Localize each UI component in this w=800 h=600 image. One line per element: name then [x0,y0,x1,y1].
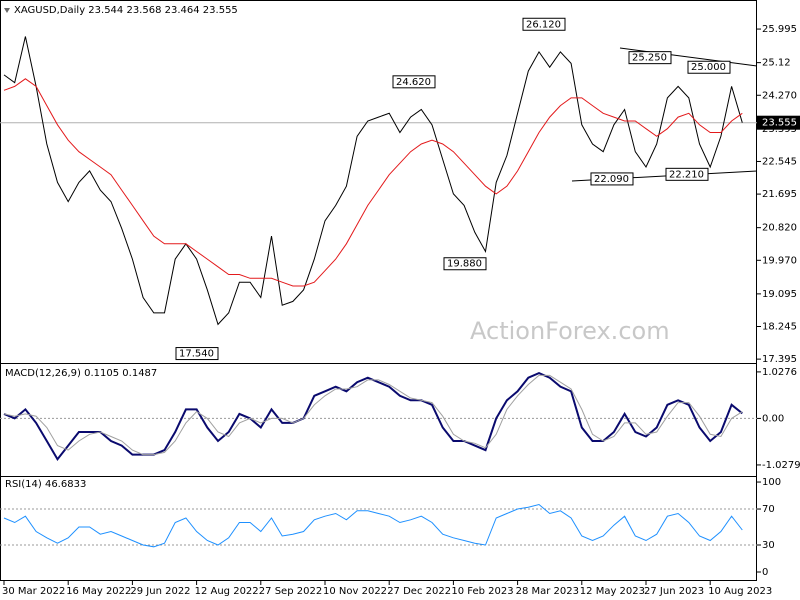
macd-title: MACD(12,26,9) 0.1105 0.1487 [5,368,157,379]
price-annotation: 22.090 [594,174,629,185]
price-annotation: 19.880 [447,259,482,270]
price-annotation-box [590,172,634,186]
symbol-icon [4,8,10,13]
y-tick-label: 25.995 [762,24,797,35]
trendline [619,47,758,67]
series-line [3,374,743,456]
y-tick-label: 70 [762,504,775,515]
price-annotation: 26.120 [526,19,561,30]
x-tick-label: 12 Aug 2022 [195,586,259,597]
x-tick-label: 30 Mar 2022 [2,586,65,597]
price-annotation-box [175,347,219,361]
frame [0,0,757,581]
y-tick-label: 1.0276 [762,367,797,378]
y-tick-label: 0.00 [762,413,784,424]
x-tick-label: 27 Jun 2023 [644,586,704,597]
series-line [3,372,743,461]
x-tick-label: 10 Nov 2022 [323,586,387,597]
y-tick-label: 22.545 [762,156,797,167]
y-tick-label: 18.245 [762,321,797,332]
y-tick-label: 20.820 [762,223,797,234]
series-line [3,78,743,287]
y-tick-label: 0 [762,567,768,578]
rsi-title: RSI(14) 46.6833 [5,479,86,490]
y-tick-label: 19.970 [762,255,797,266]
x-tick-label: 27 Dec 2022 [387,586,451,597]
y-tick-label: 25.12 [762,58,791,69]
x-tick-label: 10 Feb 2023 [451,586,513,597]
price-annotation: 25.250 [632,53,667,64]
price-annotation-box [687,60,731,74]
price-annotation-box [665,167,709,181]
price-annotation-box [392,75,436,89]
x-tick-label: 16 May 2022 [66,586,131,597]
last-price-box [757,115,800,130]
price-annotation: 25.000 [691,62,726,73]
x-tick-label: 27 Sep 2022 [259,586,322,597]
y-tick-label: 19.095 [762,289,797,300]
price-annotation: 22.210 [669,169,704,180]
x-tick-label: 29 Jun 2022 [130,586,190,597]
last-price-label: 23.555 [762,118,797,129]
price-annotation: 24.620 [396,77,431,88]
x-tick-label: 28 Mar 2023 [516,586,579,597]
y-tick-label: 30 [762,540,775,551]
x-tick-label: 12 May 2023 [580,586,645,597]
price-annotation-box [443,257,487,271]
y-tick-label: 21.695 [762,189,797,200]
watermark: ActionForex.com [470,317,670,345]
x-tick-label: 10 Aug 2023 [708,586,772,597]
chart-title: XAGUSD,Daily 23.544 23.568 23.464 23.555 [14,5,238,16]
y-tick-label: 100 [762,477,781,488]
series-line [3,503,743,548]
price-annotation: 17.540 [179,349,214,360]
y-tick-label: 24.270 [762,90,797,101]
series-line [3,36,743,326]
price-annotation-box [522,17,566,31]
y-tick-label: 17.395 [762,354,797,365]
y-tick-label: -1.0279 [762,460,800,471]
price-annotation-box [628,51,672,65]
